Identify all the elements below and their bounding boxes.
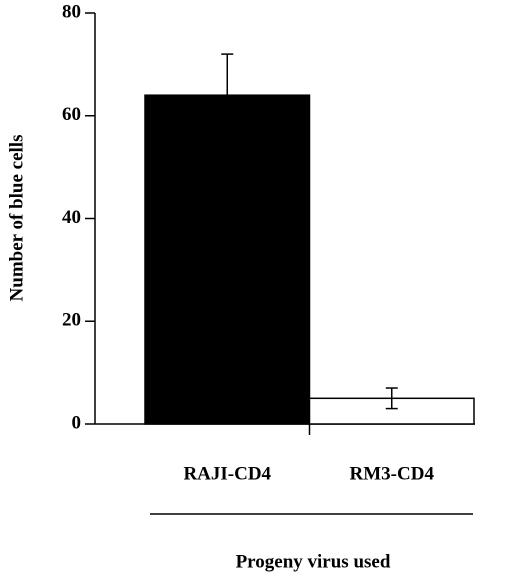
- x-tick-label: RAJI-CD4: [183, 463, 271, 484]
- error-bar: [221, 53, 234, 138]
- x-tick-label: RM3-CD4: [350, 463, 435, 484]
- bar: [144, 94, 311, 425]
- y-tick-label: 80: [62, 1, 81, 22]
- error-bar: [385, 387, 398, 410]
- y-tick-label: 20: [62, 310, 81, 331]
- x-axis-title: Progeny virus used: [236, 551, 391, 572]
- y-tick-label: 40: [62, 207, 81, 228]
- y-axis-title: Number of blue cells: [6, 135, 27, 302]
- y-tick-label: 60: [62, 104, 81, 125]
- y-tick-label: 0: [72, 412, 82, 433]
